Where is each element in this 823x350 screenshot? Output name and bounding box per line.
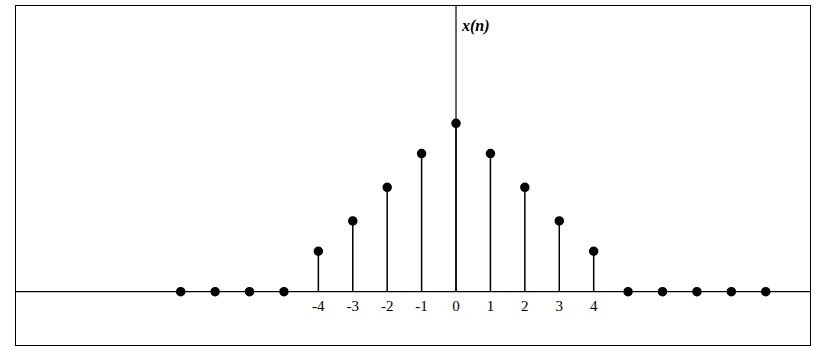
- svg-text:-4: -4: [312, 298, 325, 314]
- svg-text:-1: -1: [415, 298, 428, 314]
- svg-text:3: 3: [556, 298, 564, 314]
- svg-text:x(n): x(n): [461, 17, 490, 35]
- svg-text:1: 1: [487, 298, 495, 314]
- svg-text:-2: -2: [381, 298, 394, 314]
- svg-text:-3: -3: [347, 298, 360, 314]
- svg-text:0: 0: [452, 298, 460, 314]
- svg-text:2: 2: [521, 298, 529, 314]
- svg-text:4: 4: [590, 298, 598, 314]
